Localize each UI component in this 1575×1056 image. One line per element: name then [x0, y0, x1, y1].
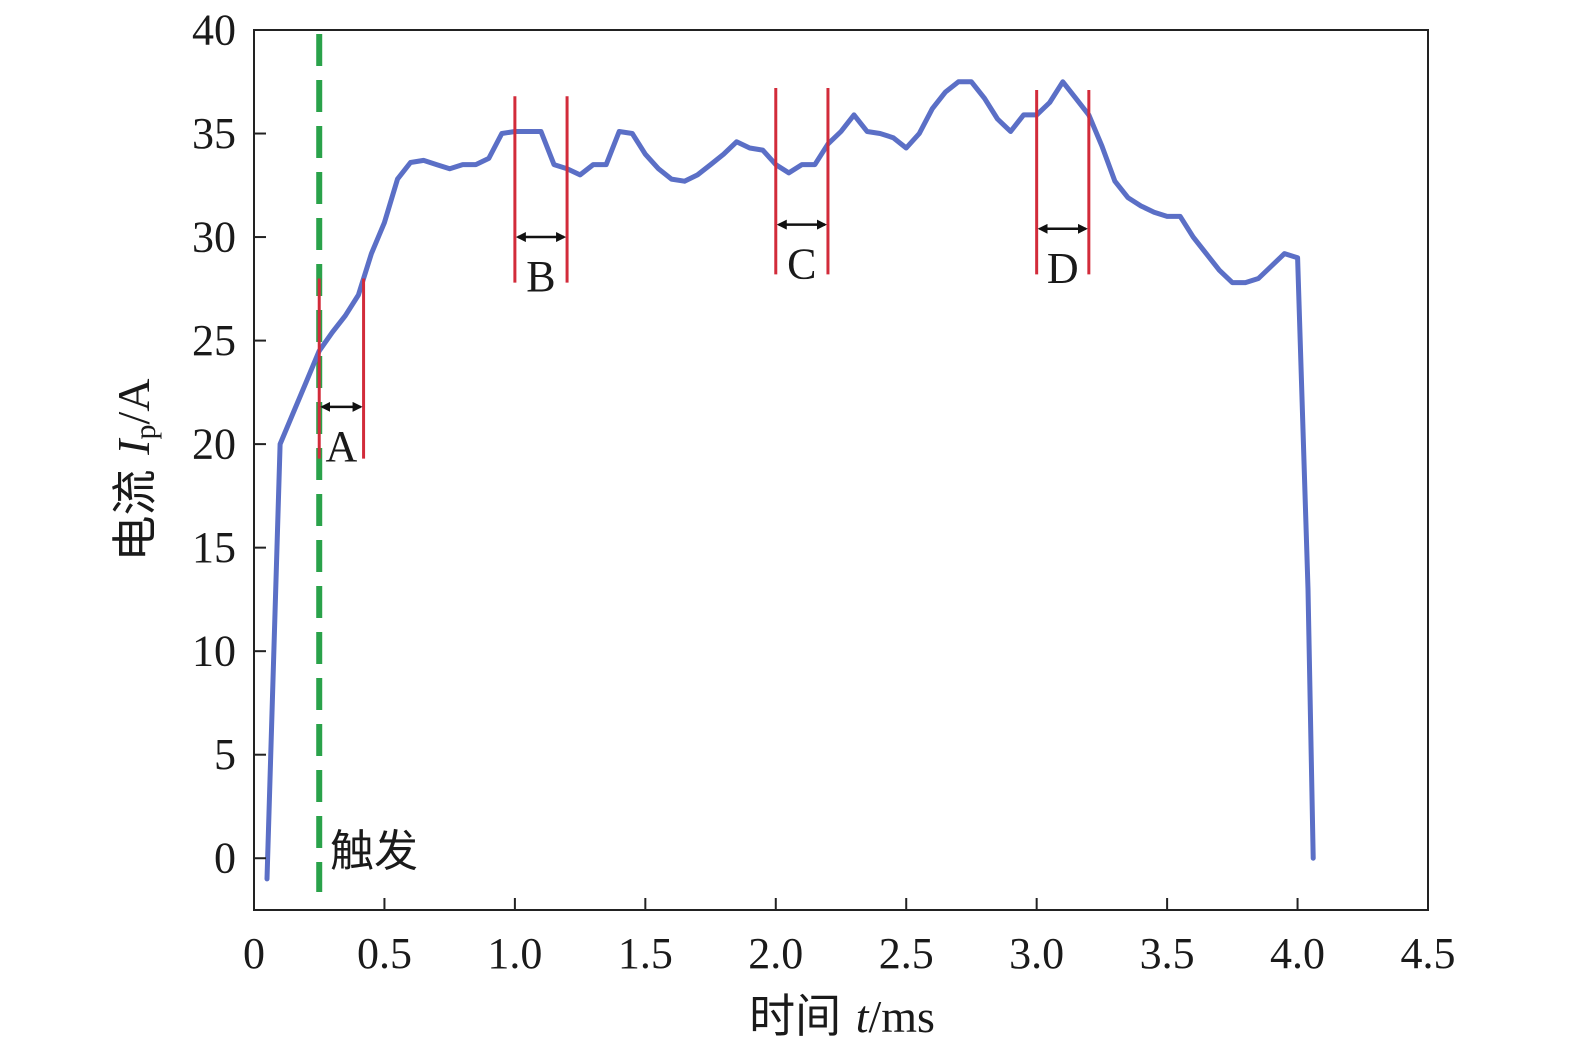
x-axis-title: 时间 t/ms [749, 989, 935, 1043]
y-axis-title-prefix: 电流 [108, 455, 162, 562]
y-axis-title-unit: /A [108, 379, 159, 425]
x-tick-label: 4.5 [1401, 929, 1456, 978]
interval-label: A [326, 422, 358, 471]
y-tick-label: 30 [192, 213, 236, 262]
x-tick-label: 0.5 [357, 929, 412, 978]
y-axis-title-var: I [108, 437, 159, 456]
y-tick-label: 20 [192, 420, 236, 469]
y-tick-label: 15 [192, 523, 236, 572]
interval-label: C [787, 240, 816, 289]
y-axis-title-sub: p [129, 425, 162, 440]
y-tick-label: 0 [214, 834, 236, 883]
x-tick-label: 3.0 [1009, 929, 1064, 978]
y-tick-label: 5 [214, 730, 236, 779]
trigger-label: 触发 [330, 826, 418, 877]
x-tick-label: 3.5 [1140, 929, 1195, 978]
interval-label: D [1047, 244, 1079, 293]
x-axis-title-var: t [856, 991, 870, 1042]
y-tick-label: 25 [192, 316, 236, 365]
current-series-line [264, 79, 1316, 882]
plot-frame [253, 29, 1429, 911]
x-tick-label: 2.0 [748, 929, 803, 978]
axes: 0 5 10 15 20 25 30 35 40 0 0.5 1.0 1.5 2.0 2.5 3.0 3.5 4.… [192, 6, 1456, 979]
x-tick-label: 1.5 [618, 929, 673, 978]
plot-layer: A B C D [264, 34, 1316, 892]
x-axis-title-prefix: 时间 [749, 989, 856, 1043]
x-tick-label: 2.5 [879, 929, 934, 978]
y-tick-label: 35 [192, 109, 236, 158]
y-tick-label: 40 [192, 6, 236, 55]
x-tick-label: 4.0 [1270, 929, 1325, 978]
x-tick-label: 0 [243, 929, 265, 978]
y-axis-title: 电流 Ip/A [108, 379, 162, 562]
x-axis-title-unit: /ms [868, 991, 934, 1042]
interval-label: B [526, 252, 555, 301]
y-tick-label: 10 [192, 627, 236, 676]
x-tick-label: 1.0 [487, 929, 542, 978]
